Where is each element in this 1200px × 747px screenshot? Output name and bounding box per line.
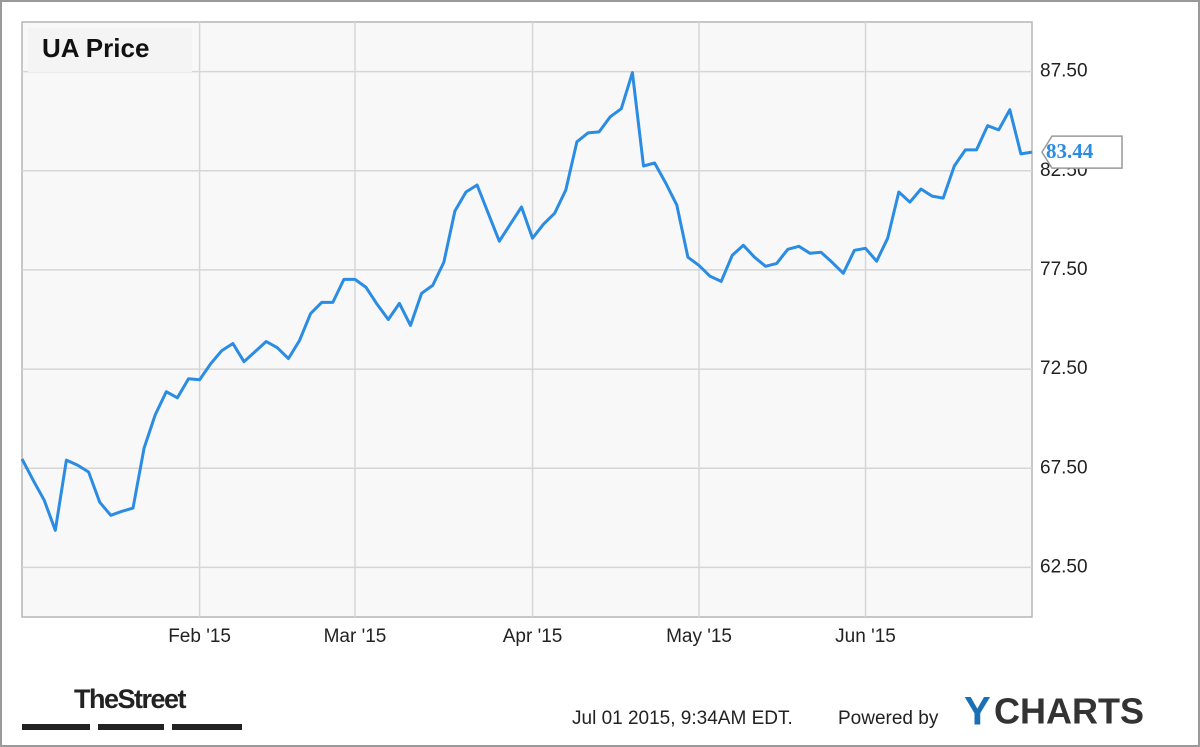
powered-by: Powered by [838, 708, 939, 729]
timestamp: Jul 01 2015, 9:34AM EDT. [572, 708, 793, 729]
logo-bar [22, 724, 90, 730]
logo-y: Y [964, 690, 991, 734]
y-tick-label: 77.50 [1040, 259, 1088, 280]
x-tick-label: Mar '15 [324, 626, 387, 647]
plot-area [21, 21, 1033, 618]
y-tick-label: 67.50 [1040, 457, 1088, 478]
last-value-label: 83.44 [1046, 139, 1094, 163]
last-value-callout [1041, 135, 1123, 169]
x-tick-label: Feb '15 [168, 626, 231, 647]
price-line [20, 71, 1033, 532]
x-tick-label: Apr '15 [503, 626, 563, 647]
title-box [28, 28, 192, 72]
chart-title: UA Price [42, 33, 149, 63]
logo-bar [98, 724, 164, 730]
logo-charts: CHARTS [994, 691, 1144, 732]
y-tick-label: 87.50 [1040, 61, 1088, 82]
y-tick-label: 62.50 [1040, 556, 1088, 577]
publisher-logo: TheStreet [74, 684, 187, 714]
x-tick-label: Jun '15 [835, 626, 896, 647]
y-tick-label: 72.50 [1040, 358, 1088, 379]
logo-bar [172, 724, 242, 730]
x-tick-label: May '15 [666, 626, 732, 647]
